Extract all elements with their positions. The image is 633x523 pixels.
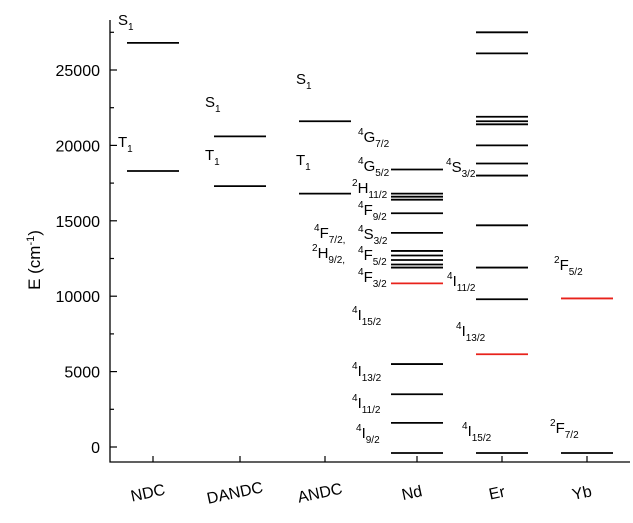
level-label-nd-4f72: 4F7/2, — [314, 223, 345, 246]
x-category-label: ANDC — [296, 481, 344, 507]
level-label-nd-4i152: 4I15/2 — [352, 305, 382, 328]
level-label-nd-4i112: 4I11/2 — [352, 393, 381, 416]
level-label-er-4i152: 4I15/2 — [462, 421, 492, 444]
level-label-dandc-s1: S1 — [205, 94, 221, 115]
level-label-nd-4i132: 4I13/2 — [352, 361, 382, 384]
level-label-nd-2h112: 2H11/2 — [352, 178, 388, 201]
level-label-ndc-t1: T1 — [118, 134, 133, 155]
level-label-nd-4f52: 4F5/2 — [358, 245, 387, 268]
level-label-yb-2f72: 2F7/2 — [550, 418, 579, 441]
level-label-nd-4i92: 4I9/2 — [356, 423, 380, 446]
level-labels: S1T1S1T1S1T14G7/24G5/22H11/24F9/24S3/24F… — [118, 12, 583, 446]
level-label-dandc-t1: T1 — [205, 147, 220, 168]
level-label-nd-2h92: 2H9/2, — [312, 243, 345, 266]
axes: 0 5000 10000 15000 20000 25000 NDC DANDC ANDC Nd E… — [56, 20, 630, 508]
y-tick-label: 5000 — [64, 365, 100, 382]
level-label-nd-4g72: 4G7/2 — [358, 127, 390, 150]
y-tick-label: 20000 — [56, 138, 101, 155]
y-tick-label: 0 — [91, 440, 100, 457]
level-label-er-4i132: 4I13/2 — [456, 321, 486, 344]
x-category-label: Yb — [571, 483, 594, 504]
y-axis-title: E (cm-1) — [25, 230, 44, 290]
level-label-yb-2f52: 2F5/2 — [554, 255, 583, 278]
y-tick-label: 10000 — [56, 289, 101, 306]
level-label-nd-4g52: 4G5/2 — [358, 156, 390, 179]
x-category-label: DANDC — [205, 479, 264, 507]
x-category-label: Er — [487, 483, 507, 503]
level-label-nd-4s32: 4S3/2 — [358, 224, 388, 247]
level-label-ndc-s1: S1 — [118, 12, 134, 33]
level-label-er-4s32: 4S3/2 — [446, 157, 476, 180]
level-label-andc-s1: S1 — [296, 71, 312, 92]
x-category-label: NDC — [129, 482, 166, 506]
energy-levels — [127, 31, 613, 454]
axis-frame — [109, 20, 630, 463]
level-label-nd-4f92: 4F9/2 — [358, 200, 387, 223]
x-category-label: Nd — [400, 483, 424, 504]
level-label-nd-4f32: 4F3/2 — [358, 267, 387, 290]
level-label-andc-t1: T1 — [296, 152, 311, 173]
y-tick-label: 25000 — [56, 63, 101, 80]
y-tick-label: 15000 — [56, 214, 101, 231]
level-label-er-4i112: 4I11/2 — [447, 271, 476, 294]
